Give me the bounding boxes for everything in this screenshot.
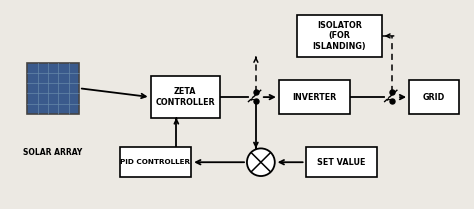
FancyBboxPatch shape	[297, 15, 382, 57]
FancyBboxPatch shape	[306, 147, 377, 177]
Text: ISOLATOR
(FOR
ISLANDING): ISOLATOR (FOR ISLANDING)	[312, 21, 366, 51]
Text: GRID: GRID	[423, 93, 445, 102]
Text: INVERTER: INVERTER	[292, 93, 337, 102]
Text: SOLAR ARRAY: SOLAR ARRAY	[23, 148, 82, 157]
FancyBboxPatch shape	[151, 76, 220, 118]
Circle shape	[247, 148, 275, 176]
FancyBboxPatch shape	[27, 62, 79, 114]
Text: ZETA
CONTROLLER: ZETA CONTROLLER	[155, 87, 215, 107]
FancyBboxPatch shape	[120, 147, 191, 177]
Text: SET VALUE: SET VALUE	[317, 158, 365, 167]
FancyBboxPatch shape	[279, 80, 350, 114]
FancyBboxPatch shape	[409, 80, 459, 114]
Text: PID CONTROLLER: PID CONTROLLER	[120, 159, 191, 165]
